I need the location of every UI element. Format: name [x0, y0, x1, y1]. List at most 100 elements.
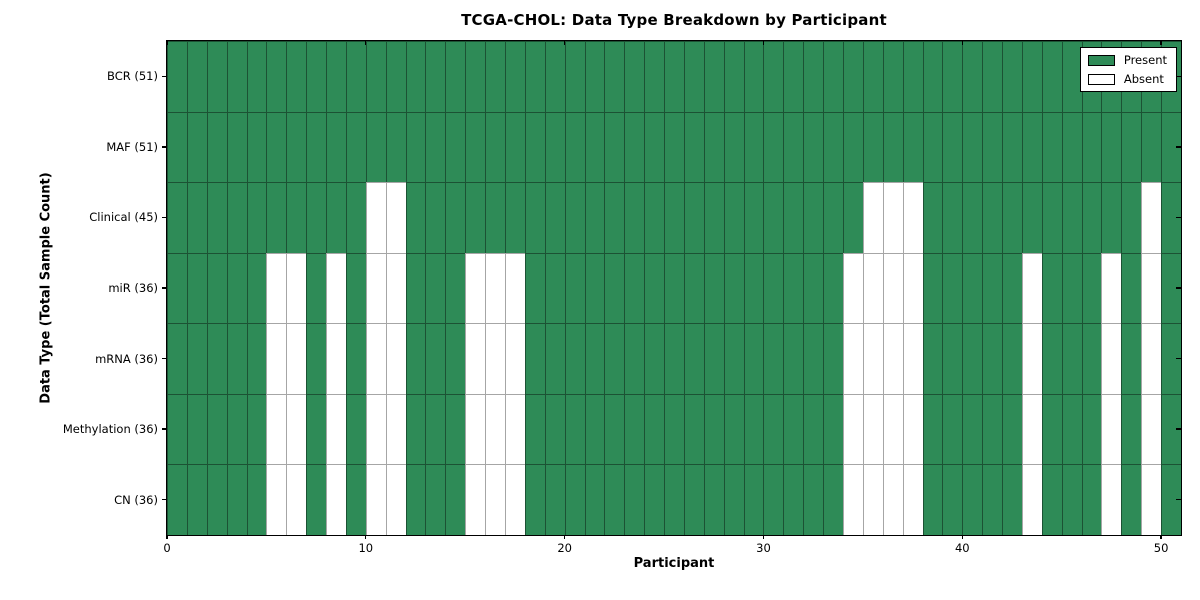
matrix-cell [385, 41, 406, 112]
matrix-cell [1041, 182, 1062, 253]
matrix-cell [683, 182, 704, 253]
matrix-cell [385, 464, 406, 535]
matrix-cell [922, 323, 943, 394]
matrix-cell [1041, 111, 1062, 183]
matrix-cell [942, 41, 963, 112]
matrix-cell [683, 41, 704, 112]
matrix-cell [405, 182, 426, 253]
matrix-cell [485, 393, 505, 465]
matrix-cell [1002, 41, 1022, 112]
matrix-cell [1021, 252, 1042, 324]
matrix-cell [1081, 111, 1102, 183]
matrix-cell [783, 111, 804, 183]
y-tick-label: miR (36) [108, 281, 158, 295]
matrix-cell [206, 182, 227, 253]
matrix-cell [345, 393, 366, 465]
matrix-cell [683, 393, 704, 465]
matrix-cell [703, 323, 724, 394]
matrix-cell [445, 111, 466, 183]
y-tick-label: Clinical (45) [89, 210, 158, 225]
matrix-cell [723, 323, 744, 394]
matrix-cell [1141, 464, 1162, 535]
matrix-cell [1101, 464, 1122, 535]
matrix-cell [823, 464, 843, 535]
matrix-cell [326, 111, 346, 183]
matrix-cell [326, 41, 346, 112]
matrix-cell [982, 393, 1003, 465]
legend-label: Present [1123, 53, 1167, 67]
legend-swatch-absent [1087, 73, 1115, 85]
matrix-cell [1041, 323, 1062, 394]
matrix-cell [823, 393, 843, 465]
matrix-cell [405, 111, 426, 183]
matrix-cell [524, 464, 545, 535]
matrix-cell [326, 393, 346, 465]
y-tick-mark [162, 287, 167, 289]
matrix-cell [803, 111, 824, 183]
matrix-cell [664, 41, 684, 112]
matrix-cell [286, 393, 307, 465]
matrix-cell [345, 41, 366, 112]
matrix-cell [226, 182, 247, 253]
matrix-cell [783, 182, 804, 253]
matrix-cell [604, 41, 625, 112]
matrix-cell [664, 464, 684, 535]
matrix-cell [703, 182, 724, 253]
matrix-cell [1141, 393, 1162, 465]
matrix-cell [1061, 393, 1082, 465]
matrix-cell [783, 393, 804, 465]
matrix-cell [1061, 41, 1082, 112]
matrix-cell [902, 41, 923, 112]
matrix-cell [1101, 182, 1122, 253]
matrix-cell [902, 323, 923, 394]
matrix-cell [286, 41, 307, 112]
matrix-cell [604, 252, 625, 324]
matrix-cell [425, 393, 446, 465]
matrix-cell [1061, 182, 1082, 253]
matrix-cell [843, 41, 863, 112]
matrix-cell [385, 111, 406, 183]
matrix-cell [306, 393, 327, 465]
matrix-cell [266, 111, 287, 183]
matrix-cell [564, 464, 585, 535]
matrix-cell [345, 182, 366, 253]
matrix-cell [723, 464, 744, 535]
matrix-cell [803, 182, 824, 253]
matrix-cell [405, 41, 426, 112]
matrix-cell [862, 252, 883, 324]
matrix-cell [524, 393, 545, 465]
matrix-cell [783, 41, 804, 112]
matrix-cell [226, 111, 247, 183]
y-tick-mark-right [1176, 428, 1181, 430]
matrix-cell [882, 464, 903, 535]
matrix-cell [922, 182, 943, 253]
matrix-cell [703, 393, 724, 465]
matrix-cell [564, 393, 585, 465]
y-tick-label: BCR (51) [107, 69, 158, 84]
matrix-cell [1081, 464, 1102, 535]
y-tick-mark-right [1176, 146, 1181, 148]
matrix-cell [763, 182, 784, 253]
matrix-cell [564, 323, 585, 394]
matrix-cell [246, 393, 267, 465]
y-tick-label: CN (36) [114, 492, 158, 507]
matrix-cell [505, 41, 525, 112]
matrix-cell [902, 111, 923, 183]
y-tick-mark-right [1176, 216, 1181, 219]
matrix-cell [644, 41, 665, 112]
matrix-cell [743, 252, 764, 324]
matrix-cell [1121, 393, 1142, 465]
matrix-cell [922, 111, 943, 183]
matrix-cell [167, 393, 187, 465]
matrix-cell [664, 111, 684, 183]
matrix-cell [1081, 393, 1102, 465]
matrix-cell [584, 323, 605, 394]
matrix-cell [823, 41, 843, 112]
matrix-cell [186, 252, 207, 324]
matrix-cell [286, 111, 307, 183]
x-tick-mark [365, 535, 367, 539]
matrix-cell [306, 464, 327, 535]
matrix-cell [823, 111, 843, 183]
matrix-cell [882, 323, 903, 394]
